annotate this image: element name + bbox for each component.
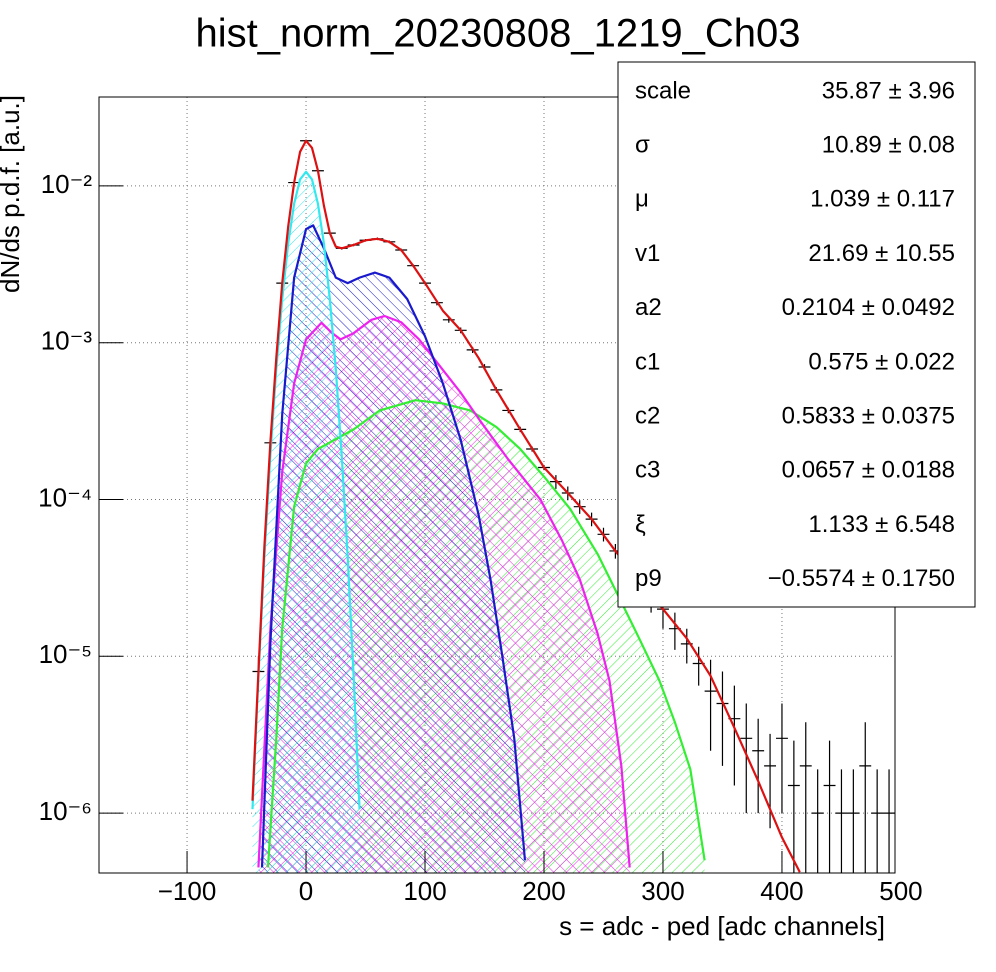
stat-name: p9 bbox=[635, 565, 662, 592]
stat-name: ξ bbox=[635, 511, 646, 538]
x-tick-label: 100 bbox=[403, 876, 446, 906]
stats-box: scale 35.87 ± 3.96 σ 10.89 ± 0.08 μ 1.039 ± 0… bbox=[617, 61, 976, 608]
x-axis-label: s = adc - ped [adc channels] bbox=[559, 911, 885, 941]
data-point bbox=[752, 718, 765, 814]
y-tick-label: 10⁻² bbox=[41, 169, 93, 199]
data-point bbox=[883, 769, 895, 873]
data-point bbox=[847, 769, 860, 873]
x-tick-label: 300 bbox=[641, 876, 684, 906]
stats-frame bbox=[617, 61, 976, 608]
fit-curve bbox=[266, 399, 706, 868]
y-tick-label: 10⁻³ bbox=[41, 326, 93, 356]
stat-name: c3 bbox=[635, 457, 660, 484]
data-point bbox=[823, 740, 836, 873]
stat-name: a2 bbox=[635, 294, 662, 321]
x-tick-label: 0 bbox=[299, 876, 313, 906]
data-point bbox=[799, 722, 812, 873]
data-point bbox=[787, 740, 800, 873]
data-point bbox=[871, 769, 884, 873]
stat-value: 0.5833 ± 0.0375 bbox=[782, 403, 955, 430]
data-point bbox=[835, 769, 848, 873]
data-point bbox=[776, 703, 788, 814]
y-axis-label: dN/ds p.d.f. [a.u.] bbox=[0, 95, 25, 293]
stat-value: 1.039 ± 0.117 bbox=[810, 186, 955, 213]
y-tick-label: 10⁻⁵ bbox=[39, 639, 92, 669]
fit-curve bbox=[260, 224, 527, 868]
stat-name: μ bbox=[635, 186, 649, 213]
stat-value: 1.133 ± 6.548 bbox=[808, 511, 955, 538]
plot-area bbox=[251, 139, 895, 873]
y-tick-label: 10⁻⁶ bbox=[39, 796, 92, 826]
stat-value: 35.87 ± 3.96 bbox=[822, 77, 955, 104]
x-tick-label: 400 bbox=[760, 876, 803, 906]
stat-value: 21.69 ± 10.55 bbox=[808, 240, 955, 267]
fit-curve bbox=[257, 314, 631, 868]
y-tick-label: 10⁻⁴ bbox=[38, 482, 92, 512]
stat-value: −0.5574 ± 0.1750 bbox=[768, 565, 955, 592]
stat-value: 10.89 ± 0.08 bbox=[822, 132, 955, 159]
data-point bbox=[764, 733, 777, 829]
x-tick-label: 200 bbox=[522, 876, 565, 906]
stat-name: σ bbox=[635, 132, 650, 159]
stat-name: scale bbox=[635, 77, 691, 104]
stat-name: c2 bbox=[635, 403, 660, 430]
x-tick-label: −100 bbox=[158, 876, 217, 906]
axes: −100 0 100 200 300 400 500 10⁻⁶ 10⁻⁵ 10⁻⁴ 10⁻³ 10⁻² bbox=[38, 169, 922, 906]
data-point bbox=[859, 722, 872, 873]
data-point bbox=[811, 769, 824, 873]
chart-title: hist_norm_20230808_1219_Ch03 bbox=[196, 12, 801, 56]
stat-value: 0.2104 ± 0.0492 bbox=[782, 294, 955, 321]
data-point bbox=[740, 703, 753, 814]
stat-name: v1 bbox=[635, 240, 660, 267]
x-tick-label: 500 bbox=[879, 876, 922, 906]
stat-name: c1 bbox=[635, 348, 660, 375]
stat-value: 0.575 ± 0.022 bbox=[808, 348, 955, 375]
stat-value: 0.0657 ± 0.0188 bbox=[782, 457, 955, 484]
